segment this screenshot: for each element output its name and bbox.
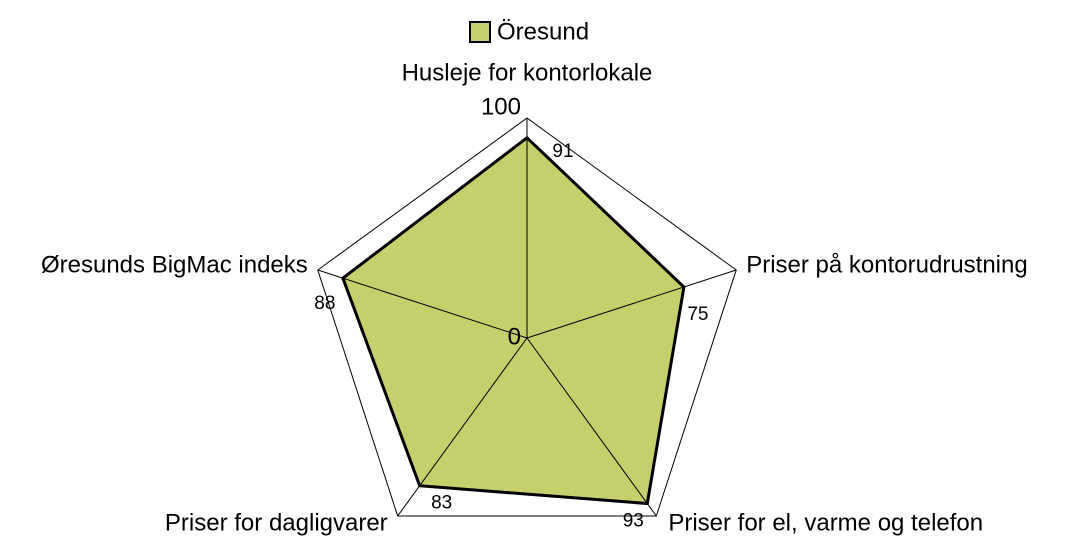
- spoke: [526, 269, 737, 339]
- value-label: 91: [552, 141, 573, 162]
- spoke: [526, 337, 657, 517]
- spoke: [317, 269, 528, 339]
- category-label: Priser på kontorudrustning: [746, 251, 1027, 278]
- spoke: [397, 337, 528, 517]
- value-label: 75: [687, 304, 708, 325]
- radar-area: [341, 135, 686, 506]
- legend-swatch: [469, 21, 491, 43]
- tick-label: 100: [481, 93, 521, 120]
- category-label: Priser for dagligvarer: [165, 509, 388, 536]
- grid-ring: [317, 117, 737, 517]
- category-label: Øresunds BigMac indeks: [41, 251, 308, 278]
- legend-label: Öresund: [497, 18, 589, 45]
- category-label: Priser for el, varme og telefon: [668, 509, 983, 536]
- category-label: Husleje for kontorlokale: [402, 59, 653, 86]
- value-label: 93: [623, 511, 644, 532]
- tick-label: 0: [508, 323, 521, 350]
- value-label: 83: [431, 493, 452, 514]
- value-label: 88: [314, 293, 335, 314]
